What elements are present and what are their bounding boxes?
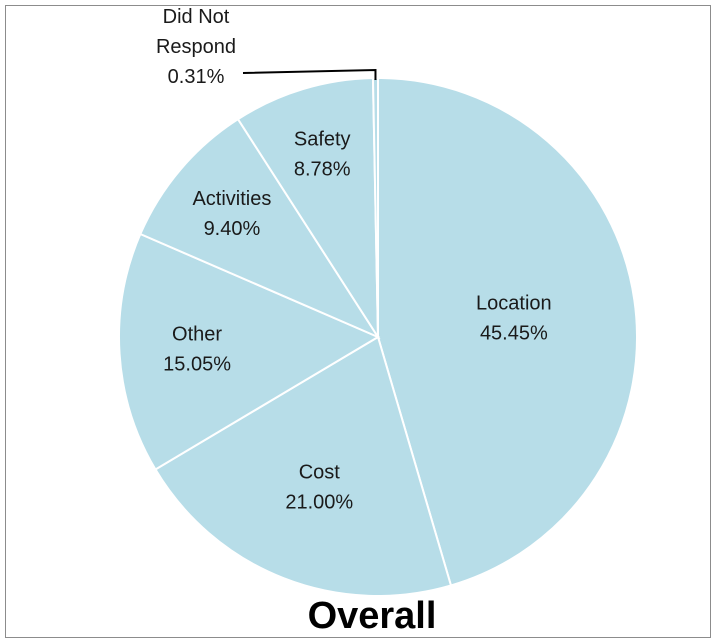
chart-frame: Location 45.45% Cost 21.00% Other 15.05% Activ… (5, 5, 711, 638)
slice-name-did-not-respond-1: Respond (156, 36, 236, 58)
slice-value-location: 45.45% (480, 322, 548, 344)
pie-slice-cost (154, 335, 453, 597)
pie-chart: Location 45.45% Cost 21.00% Other 15.05% Activ… (118, 6, 638, 637)
leader-lines (242, 68, 377, 81)
pie-slice-safety (236, 77, 380, 341)
slice-value-cost: 21.00% (285, 491, 353, 513)
leader-line-did-not-respond (242, 68, 377, 81)
slice-name-safety-0: Safety (294, 129, 351, 151)
slice-value-did-not-respond: 0.31% (168, 66, 225, 88)
pie-slice-other (118, 232, 381, 471)
pie-slice-activities (139, 117, 381, 340)
slice-name-location-0: Location (476, 292, 552, 314)
chart-title: Overall (308, 595, 437, 637)
slice-value-activities: 9.40% (204, 218, 261, 240)
slice-name-did-not-respond-0: Did Not (163, 6, 230, 28)
slice-value-safety: 8.78% (294, 159, 351, 181)
slice-value-other: 15.05% (163, 354, 231, 376)
slice-name-cost-0: Cost (299, 461, 341, 483)
pie-slice-location (377, 76, 638, 587)
slice-name-other-0: Other (172, 324, 222, 346)
slice-labels: Location 45.45% Cost 21.00% Other 15.05% Activ… (156, 6, 552, 513)
pie-slices (118, 76, 638, 597)
slice-name-activities-0: Activities (192, 188, 271, 210)
